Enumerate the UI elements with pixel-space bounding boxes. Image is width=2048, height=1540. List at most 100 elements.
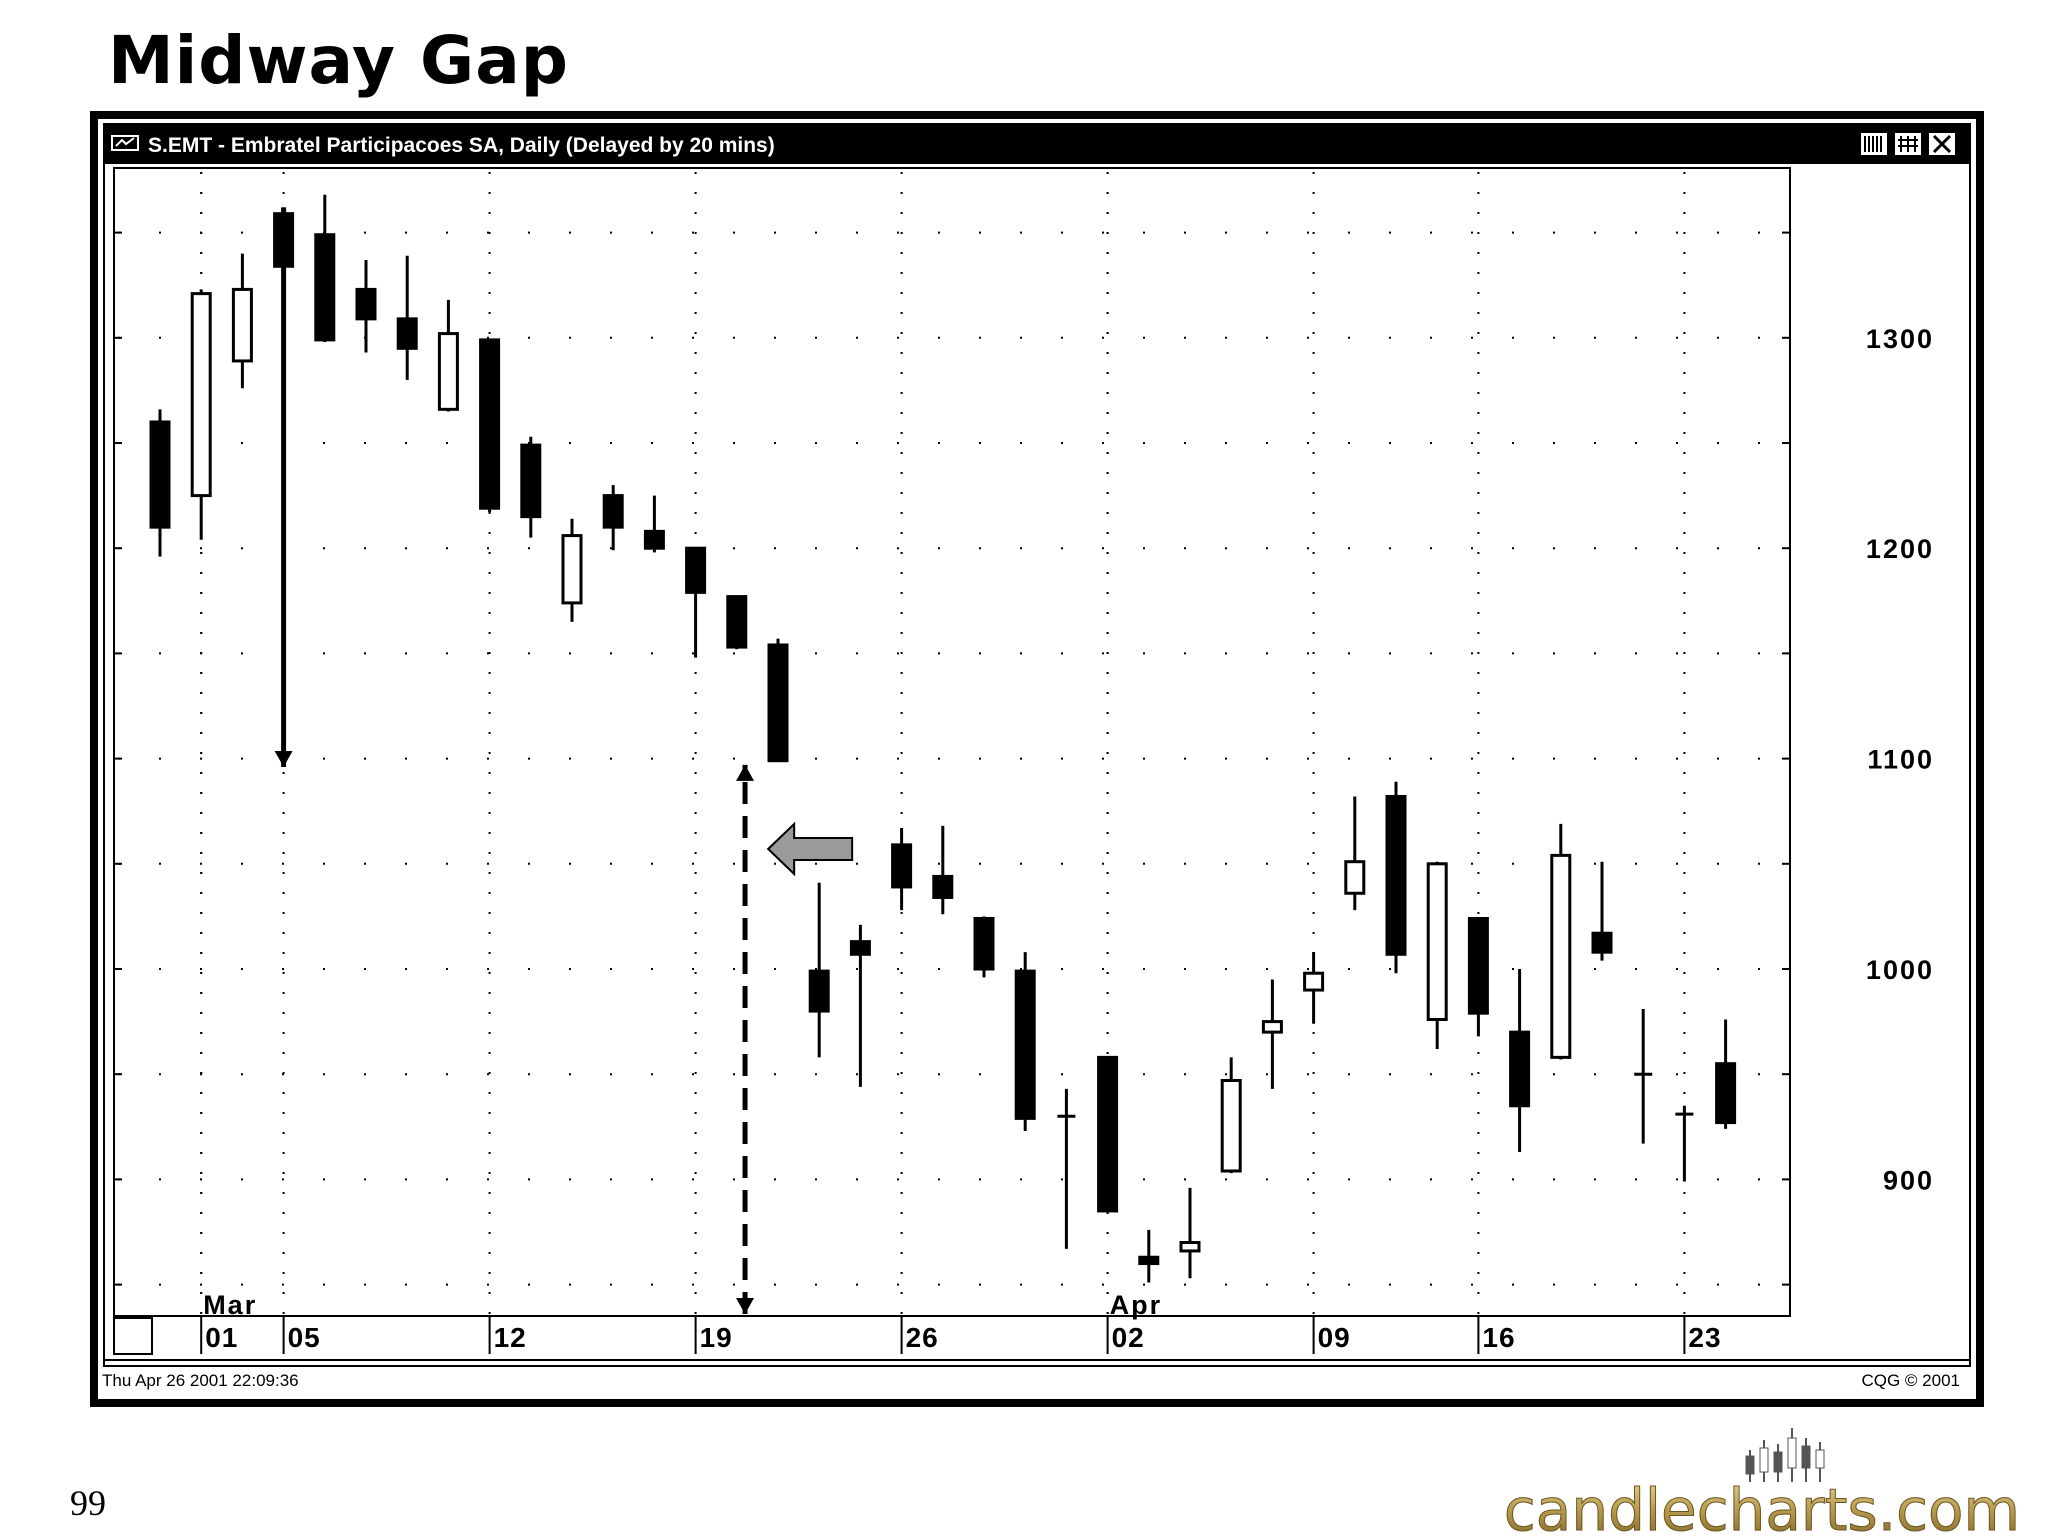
x-tick-label: 23 (1688, 1322, 1721, 1353)
candle (767, 638, 789, 763)
candle (437, 299, 459, 412)
candle (149, 409, 171, 557)
y-tick-label: 1000 (1866, 955, 1934, 985)
window-title-bar (104, 124, 1970, 164)
candle-body-white (561, 534, 583, 605)
candle (891, 828, 913, 911)
chart-copyright: CQG © 2001 (1861, 1371, 1960, 1390)
candle (1261, 979, 1283, 1089)
dashed-gap-arrow (736, 764, 755, 1315)
candle-body-black (849, 940, 871, 956)
candle-body-black (1097, 1055, 1119, 1213)
candle-body-black (602, 494, 624, 529)
candle-body-black (1715, 1062, 1737, 1125)
arrow-head (274, 207, 293, 224)
candlestick-logo-icon (1745, 1428, 1825, 1482)
candle (1467, 917, 1489, 1037)
logo-text: candlecharts.com (1504, 1476, 2020, 1540)
pointer-arrow-icon (766, 821, 854, 877)
candle (314, 194, 336, 343)
candle (1097, 1055, 1119, 1213)
candle (932, 825, 954, 915)
x-tick-label: 26 (906, 1322, 939, 1353)
solid-measure-arrow (274, 207, 293, 768)
candle-body-black (1591, 931, 1613, 954)
candle (231, 253, 253, 389)
candle (1179, 1187, 1201, 1279)
candle-body-black (396, 317, 418, 350)
candle-body-black (932, 874, 954, 899)
window-title: S.EMT - Embratel Participacoes SA, Daily… (148, 134, 775, 157)
y-axis: 900 1000 1100 1200 1300 (114, 231, 1934, 1286)
candle-body-white (231, 287, 253, 363)
candle-body-white (1344, 860, 1366, 895)
chart-timestamp: Thu Apr 26 2001 22:09:36 (102, 1371, 299, 1390)
cqg-logo-icon (111, 135, 139, 151)
candle (1220, 1057, 1242, 1174)
candle (1344, 796, 1366, 911)
candle-body-white (1261, 1020, 1283, 1034)
x-tick-label: 19 (700, 1322, 733, 1353)
candle (1715, 1019, 1737, 1129)
candle-body-black (767, 643, 789, 763)
candle (602, 485, 624, 551)
x-tick-label: 05 (288, 1322, 321, 1353)
arrow-head (736, 764, 755, 781)
candle (1591, 861, 1613, 961)
candle-body-black (973, 917, 995, 971)
candle-body-black (1014, 969, 1036, 1120)
candle-body-black (1138, 1255, 1160, 1266)
candle-body-black (520, 443, 542, 519)
candle-body-white (1303, 971, 1325, 992)
x-tick-label: 02 (1112, 1322, 1145, 1353)
candle (726, 595, 748, 650)
candle (1303, 952, 1325, 1024)
x-tick-label: 12 (494, 1322, 527, 1353)
candle (1634, 1008, 1653, 1144)
candle-body-black (808, 969, 830, 1013)
candle-body-black (355, 287, 377, 321)
candle-body-black (1509, 1030, 1531, 1108)
candle (1675, 1105, 1694, 1182)
candle-body-black (149, 420, 171, 529)
y-tick-label: 900 (1883, 1165, 1934, 1195)
candle-body-black (643, 529, 665, 550)
arrow-head (274, 751, 293, 768)
slide-title: Midway Gap (108, 22, 569, 99)
x-axis: 01 05 12 19 26 02 09 16 23 Mar Apr (200, 1290, 1721, 1354)
chart-settings-button[interactable] (1893, 131, 1923, 157)
month-label: Mar (203, 1290, 257, 1320)
candle-body-white (437, 332, 459, 411)
candle (190, 289, 212, 540)
arrow-head (736, 1298, 755, 1315)
candle-body-black (891, 843, 913, 889)
candle (973, 916, 995, 978)
candle-body-black (314, 233, 336, 342)
candle (479, 338, 501, 513)
chart-style-button[interactable] (1859, 131, 1889, 157)
candle (1014, 952, 1036, 1132)
candle (1509, 969, 1531, 1153)
candles (149, 194, 1737, 1283)
candle (1138, 1229, 1160, 1283)
x-tick-label: 16 (1482, 1322, 1515, 1353)
annotations (274, 207, 854, 1315)
y-tick-label: 1200 (1866, 534, 1934, 564)
x-tick-label: 01 (205, 1322, 238, 1353)
candle (1057, 1088, 1076, 1249)
candle-body-white (1426, 862, 1448, 1021)
candle (643, 495, 665, 553)
page-number: 99 (70, 1483, 106, 1523)
close-window-button[interactable] (1927, 131, 1957, 157)
candle (396, 255, 418, 380)
window-frame (90, 111, 1984, 1407)
candle-body-black (685, 546, 707, 594)
candle-body-white (1550, 853, 1572, 1059)
candle-body-black (726, 595, 748, 649)
candle (1550, 823, 1572, 1060)
candle (520, 436, 542, 538)
candle (808, 882, 830, 1058)
candle (1426, 861, 1448, 1049)
x-axis-corner-box (113, 1317, 153, 1355)
